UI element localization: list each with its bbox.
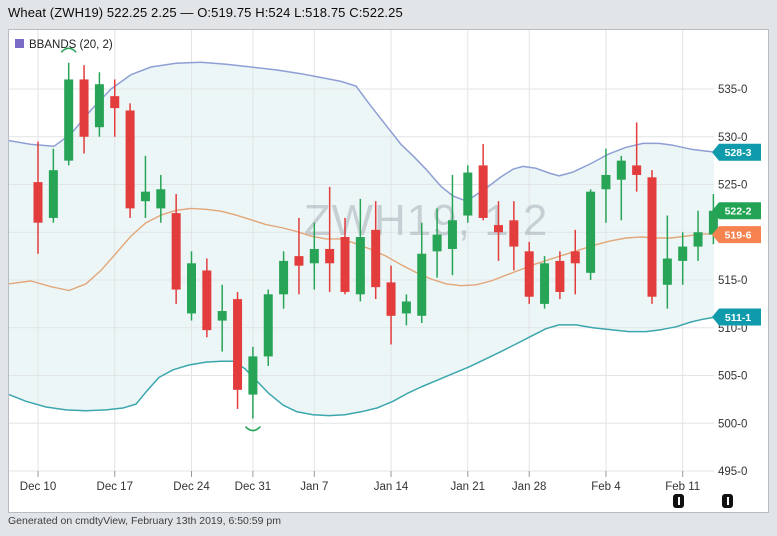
candle-body-up [463,172,473,216]
y-axis-label: 535-0 [718,84,747,96]
candle-body-up [64,79,74,161]
candle-body-up [662,258,672,285]
arc-high-marker [60,47,77,53]
y-axis-label: 525-0 [718,180,747,192]
candle-body-down [555,260,565,292]
candle-body-up [540,263,550,304]
candle-body-up [309,248,319,264]
chart-panel: ZWH19, 1,2 535-0 530-0 525-0 515-0 510-0 505-0… [8,29,769,513]
bbands-legend-swatch-icon [15,39,24,48]
candle-body-down [202,270,212,331]
price-badge-bband-middle [712,226,761,244]
x-axis-label: Jan 28 [512,481,547,493]
quote-title: Wheat (ZWH19) 522.25 2.25 — O:519.75 H:5… [8,5,403,20]
candle-body-down [478,165,488,218]
candle-body-up [48,170,58,218]
chart-scroll-handle-left[interactable] [673,494,684,508]
candle-body-up [447,220,457,249]
y-axis-label: 500-0 [718,418,747,430]
price-badge-bband-lower [712,308,761,326]
candle-body-down [570,251,580,264]
price-badge-label: 528-3 [725,147,752,159]
x-axis-label: Dec 10 [20,481,56,493]
candle-body-down [509,220,519,247]
candle-body-down [494,225,503,233]
x-axis-label: Jan 21 [451,481,486,493]
candle-body-down [125,110,135,209]
candle-body-up [187,263,196,314]
candle-body-down [294,256,304,266]
y-axis-label: 530-0 [718,132,747,144]
bbands-legend-label: BBANDS (20, 2) [29,39,113,51]
generated-footer: Generated on cmdtyView, February 13th 20… [8,515,281,527]
x-axis-label: Feb 4 [591,481,621,493]
candle-body-up [693,232,703,247]
candle-body-down [33,182,43,223]
candle-body-up [417,253,427,316]
candle-body-up [279,260,289,295]
candle-body-down [340,237,350,292]
candle-body-down [371,229,381,288]
candle-body-up [432,234,442,252]
candle-body-up [140,191,150,202]
candle-body-up [248,356,258,395]
bband-lower-line [9,316,715,417]
candle-body-up [401,301,411,314]
candle-body-down [325,248,335,264]
candle-body-down [110,96,120,109]
candle-body-up [94,84,104,128]
arc-low-marker [245,426,261,432]
price-badge-bband-upper [712,143,761,161]
x-axis-label: Dec 24 [173,481,210,493]
candle-body-up [263,294,273,357]
y-axis-label: 495-0 [718,466,747,478]
x-axis-label: Dec 17 [97,481,133,493]
candle-body-up [678,246,688,261]
candle-body-down [171,213,181,290]
candle-body-down [79,79,89,137]
candle-body-up [601,174,611,190]
candle-body-up [586,191,596,273]
x-axis-label: Dec 31 [235,481,271,493]
x-axis-label: Jan 7 [300,481,328,493]
price-badge-label: 511-1 [725,312,751,324]
y-axis-label: 515-0 [718,275,747,287]
price-badge-label: 519-6 [725,229,752,241]
bband-upper-line [9,61,715,201]
x-axis-label: Feb 11 [665,481,700,493]
candle-body-up [708,210,718,235]
chart-scroll-handle-right[interactable] [722,494,733,508]
candle-body-up [156,189,166,209]
candle-body-down [632,165,642,175]
bband-middle-line [9,207,715,292]
price-badge-label: 522-2 [725,206,752,218]
candle-body-up [616,160,626,180]
candle-body-up [355,237,365,295]
candle-body-down [647,177,657,297]
candle-body-down [233,299,243,390]
candle-body-down [386,282,396,316]
y-axis-label: 505-0 [718,371,747,383]
y-axis-label: 510-0 [718,323,747,335]
candle-body-up [217,311,227,321]
candle-body-down [524,251,534,297]
price-badge-last-price [712,202,761,220]
x-axis-label: Jan 14 [374,481,409,493]
price-chart: ZWH19, 1,2535-0530-0525-0515-0510-0505-0… [9,30,761,493]
